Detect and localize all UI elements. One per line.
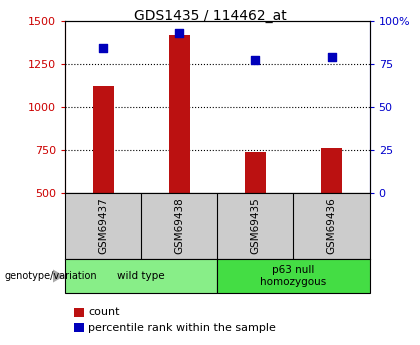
Text: GSM69435: GSM69435: [250, 198, 260, 254]
Bar: [218, 259, 370, 293]
Point: [328, 54, 335, 60]
Text: p63 null
homozygous: p63 null homozygous: [260, 265, 327, 287]
Bar: [65, 259, 218, 293]
Bar: [92, 86, 114, 193]
Polygon shape: [52, 269, 64, 283]
Bar: [321, 148, 342, 193]
Point: [176, 30, 183, 36]
Text: count: count: [88, 307, 120, 317]
Point: [252, 58, 259, 63]
Text: GSM69436: GSM69436: [326, 198, 336, 254]
Text: GDS1435 / 114462_at: GDS1435 / 114462_at: [134, 9, 286, 23]
Text: GSM69437: GSM69437: [98, 198, 108, 254]
Text: GSM69438: GSM69438: [174, 198, 184, 254]
Text: percentile rank within the sample: percentile rank within the sample: [88, 323, 276, 333]
Point: [100, 46, 107, 51]
Bar: [169, 34, 190, 193]
Text: genotype/variation: genotype/variation: [4, 271, 97, 281]
Text: wild type: wild type: [118, 271, 165, 281]
Bar: [245, 152, 266, 193]
